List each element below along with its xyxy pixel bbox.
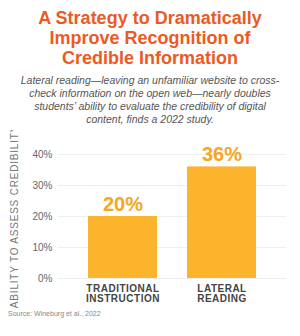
html-text:A Strategy to Dramatically Imp: A Strategy to Dramatically Improve Recog… xyxy=(38,8,262,68)
svg-text:TRADITIONALINSTRUCTION: TRADITIONALINSTRUCTION xyxy=(86,283,160,304)
svg-text:30%: 30% xyxy=(32,180,52,191)
html-text:Source: Wineburg et al., 2022: Source: Wineburg et al., 2022 xyxy=(8,310,101,317)
html-text:Lateral reading—leaving an unf: Lateral reading—leaving an unfamiliar we… xyxy=(20,74,280,125)
svg-text:10%: 10% xyxy=(32,242,52,253)
svg-text:0%: 0% xyxy=(38,273,53,284)
svg-text:20%: 20% xyxy=(103,193,143,215)
svg-text:40%: 40% xyxy=(32,149,52,160)
svg-text:36%: 36% xyxy=(202,143,242,165)
svg-text:20%: 20% xyxy=(32,211,52,222)
svg-text:ABILITY TO ASSESS CREDIBILITY: ABILITY TO ASSESS CREDIBILITY xyxy=(9,130,20,308)
svg-text:LATERALREADING: LATERALREADING xyxy=(197,283,247,304)
